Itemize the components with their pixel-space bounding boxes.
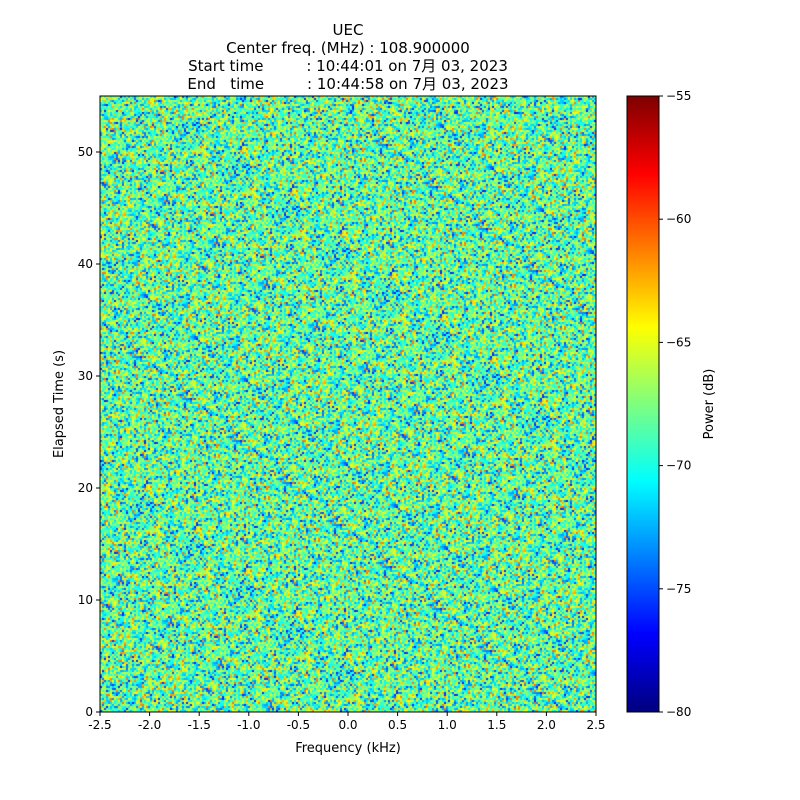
x-tick-label: 0.5 (388, 718, 407, 732)
y-tick-label: 0 (85, 705, 93, 719)
colorbar-tick-label: −70 (666, 459, 691, 473)
x-tick-label: 2.0 (537, 718, 556, 732)
title-line-2: Center freq. (MHz) : 108.900000 (226, 39, 470, 57)
plot-frame (99, 95, 597, 713)
y-axis-label: Elapsed Time (s) (52, 350, 67, 458)
y-tick-label: 40 (78, 257, 93, 271)
x-tick-label: 1.0 (438, 718, 457, 732)
title-line-1: UEC (332, 21, 364, 39)
x-tick-label: 1.5 (487, 718, 506, 732)
colorbar-tick-label: −65 (666, 335, 691, 349)
x-tick-label: -2.0 (138, 718, 161, 732)
colorbar-label: Power (dB) (702, 369, 717, 440)
x-tick-label: -0.5 (287, 718, 310, 732)
y-tick-label: 50 (78, 145, 93, 159)
x-tick-label: 0.0 (338, 718, 357, 732)
x-tick-label: -1.0 (237, 718, 260, 732)
colorbar-gradient (627, 96, 659, 712)
x-tick-label: -1.5 (187, 718, 210, 732)
colorbar-tick-label: −80 (666, 705, 691, 719)
spectrogram-heatmap (100, 96, 596, 712)
x-tick-label: -2.5 (88, 718, 111, 732)
colorbar-tick-label: −60 (666, 212, 691, 226)
x-axis-label: Frequency (kHz) (295, 741, 401, 756)
y-tick-label: 20 (78, 481, 93, 495)
title-line-3: Start time : 10:44:01 on 7月 03, 2023 (188, 57, 508, 75)
y-tick-label: 10 (78, 593, 93, 607)
title-line-4: End time : 10:44:58 on 7月 03, 2023 (187, 75, 509, 93)
x-tick-label: 2.5 (586, 718, 605, 732)
colorbar-frame (626, 95, 660, 713)
colorbar-tick-label: −55 (666, 89, 691, 103)
colorbar-tick-label: −75 (666, 582, 691, 596)
y-tick-label: 30 (78, 369, 93, 383)
